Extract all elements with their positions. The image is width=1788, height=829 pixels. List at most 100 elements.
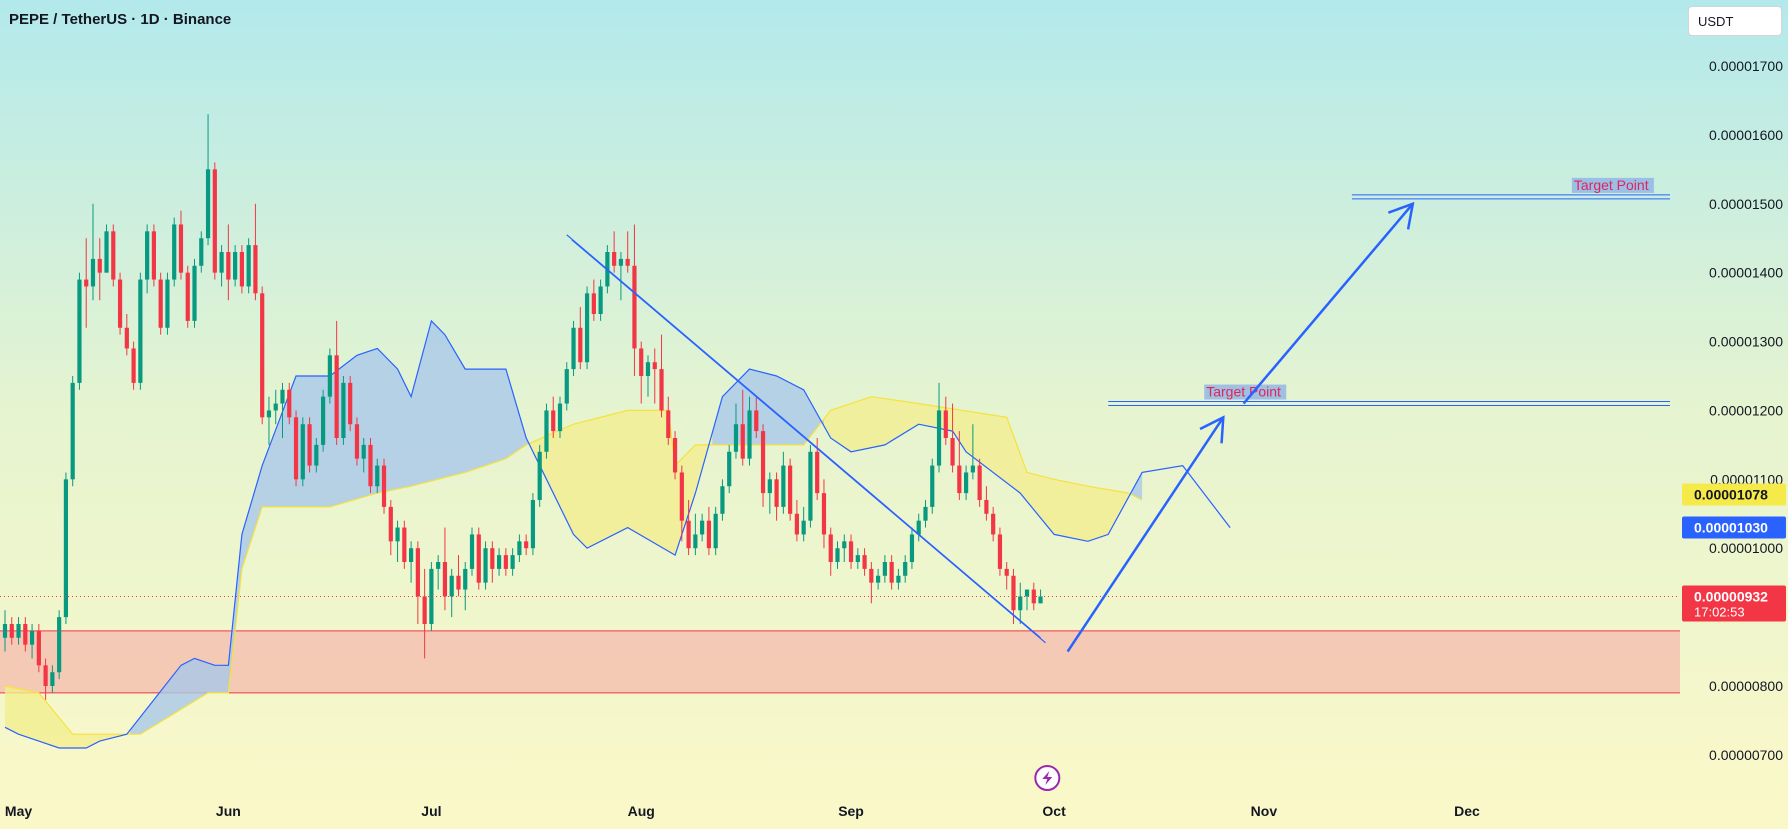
- currency-selector-button[interactable]: USDT: [1688, 6, 1782, 36]
- candle-body: [463, 568, 468, 590]
- candle-body: [1031, 589, 1036, 604]
- candle-body: [185, 272, 190, 321]
- candle-body: [415, 548, 420, 597]
- candle-body: [165, 279, 170, 328]
- candle-body: [679, 472, 684, 521]
- candle-body: [50, 672, 55, 686]
- candle-body: [591, 293, 596, 314]
- candle-body: [848, 541, 854, 562]
- candle-body: [361, 444, 366, 459]
- candle-body: [666, 410, 671, 438]
- candle-body: [1018, 596, 1023, 611]
- target-point-1-label-bg: [1204, 384, 1287, 400]
- candle-body: [341, 382, 346, 438]
- ichimoku-cloud-fill: [1131, 472, 1143, 500]
- candle-body: [889, 562, 894, 583]
- candle-body: [388, 506, 393, 542]
- candle-body: [970, 465, 975, 473]
- candle-body: [490, 548, 495, 569]
- candle-body: [90, 258, 96, 287]
- time-axis-tick: Nov: [1251, 803, 1278, 819]
- candle-body: [571, 327, 576, 370]
- candle-body: [205, 169, 211, 239]
- candle-body: [645, 362, 651, 376]
- candle-body: [557, 403, 563, 432]
- candle-body: [936, 410, 942, 466]
- candle-body: [916, 520, 921, 535]
- candle-body: [77, 279, 82, 383]
- candle-body: [192, 265, 197, 321]
- candle-body: [63, 479, 69, 618]
- candle-body: [151, 231, 157, 280]
- candle-body: [442, 562, 448, 597]
- candle-body: [652, 362, 657, 370]
- candle-body: [496, 555, 502, 569]
- candle-body: [672, 438, 678, 473]
- candle-body: [618, 258, 624, 266]
- candle-body: [178, 224, 184, 273]
- candle-body: [794, 513, 799, 535]
- target-point-2-label-bg: [1571, 177, 1654, 193]
- candle-body: [639, 348, 644, 376]
- candle-body: [138, 279, 143, 383]
- candle-body: [246, 245, 251, 287]
- candle-body: [706, 520, 712, 549]
- candle-body: [909, 534, 915, 562]
- candle-body: [273, 403, 278, 411]
- lightning-icon-bolt: [1042, 771, 1053, 785]
- candle-body: [781, 465, 786, 507]
- price-axis-tick: 0.00001600: [1709, 127, 1783, 143]
- time-axis-tick: Oct: [1042, 803, 1066, 819]
- price-axis-tick: 0.00001300: [1709, 334, 1783, 350]
- span-a-badge: 0.00001078: [1694, 486, 1768, 502]
- candle-body: [145, 231, 150, 280]
- price-axis-tick: 0.00001100: [1710, 471, 1783, 487]
- candle-body: [991, 513, 996, 535]
- candle-body: [158, 279, 163, 328]
- symbol-title: PEPE / TetherUS · 1D · Binance: [9, 11, 232, 28]
- projection-arrow-2-shaft: [1242, 202, 1414, 405]
- candle-body: [869, 568, 874, 583]
- candle-body: [544, 410, 549, 452]
- candle-body: [2, 624, 8, 638]
- candle-body: [327, 355, 332, 397]
- candle-body: [287, 389, 292, 418]
- candle-body: [111, 231, 116, 280]
- candle-body: [862, 555, 867, 569]
- candle-body: [957, 465, 962, 494]
- candle-body: [300, 424, 305, 480]
- candle-body: [997, 534, 1003, 569]
- candle-body: [767, 479, 772, 494]
- candle-body: [1004, 568, 1009, 576]
- candle-body: [131, 348, 136, 383]
- candle-body: [16, 624, 21, 638]
- ichimoku-cloud-fill: [529, 410, 713, 556]
- time-axis-tick: Dec: [1454, 803, 1480, 819]
- candle-body: [923, 506, 928, 521]
- candle-body: [368, 444, 373, 487]
- candle-body: [212, 169, 217, 273]
- candle-body: [801, 520, 806, 535]
- candle-body: [172, 224, 177, 280]
- candle-body: [436, 562, 441, 569]
- channel-line-lower: [571, 239, 1046, 644]
- support-zone: [0, 630, 1680, 693]
- candle-body: [375, 465, 380, 487]
- candle-body: [700, 520, 705, 535]
- candle-body: [963, 472, 969, 494]
- candle-body: [835, 548, 840, 562]
- candle-body: [882, 562, 887, 576]
- candle-body: [483, 548, 488, 583]
- candle-body: [903, 562, 908, 576]
- candle-body: [314, 444, 319, 466]
- candle-body: [821, 493, 827, 535]
- candle-body: [280, 389, 285, 404]
- candle-body: [253, 245, 258, 294]
- span-a-badge-bg: [1682, 483, 1786, 506]
- candle-body: [23, 624, 28, 645]
- candle-body: [321, 396, 326, 445]
- candle-body: [713, 513, 718, 549]
- candle-body: [260, 293, 265, 418]
